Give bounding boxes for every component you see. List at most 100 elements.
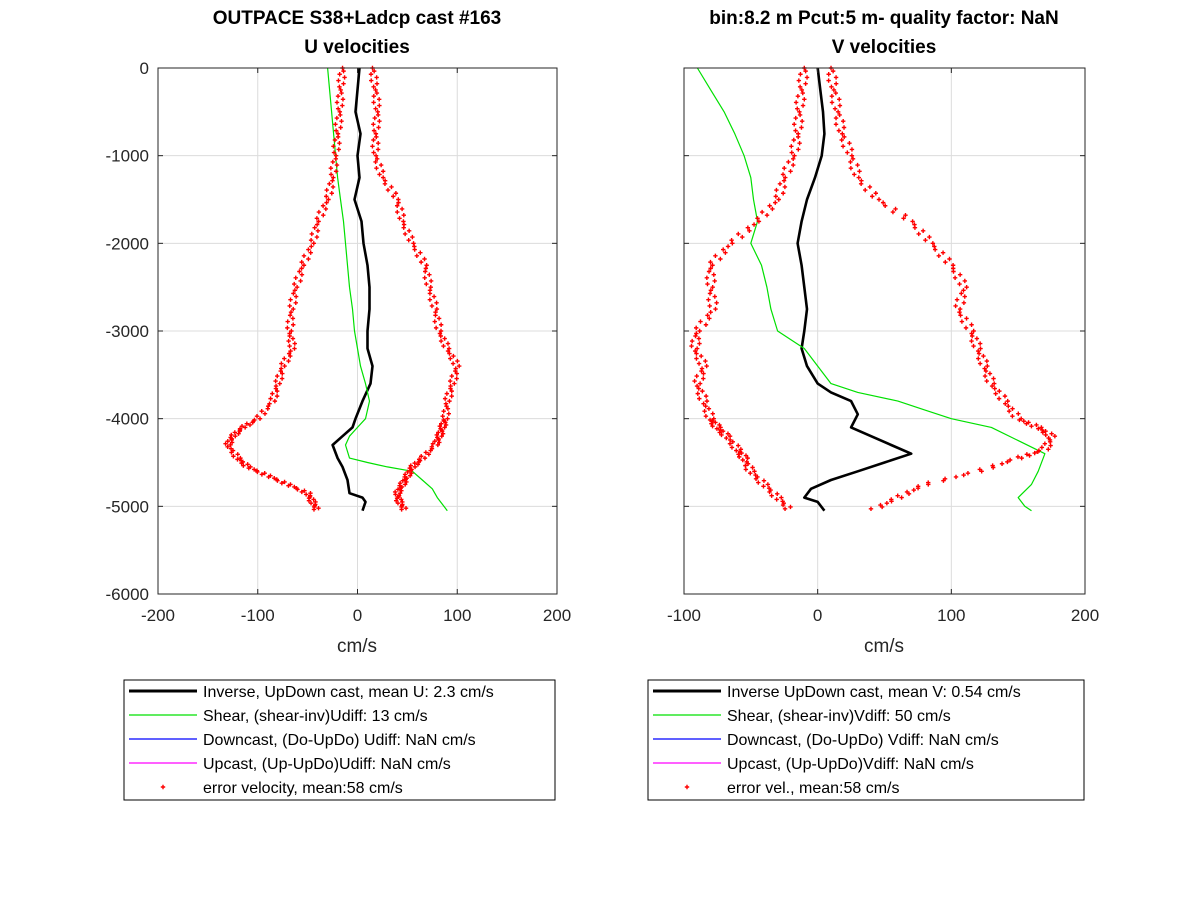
u-error-marker xyxy=(292,288,298,293)
v-legend: Inverse UpDown cast, mean V: 0.54 cm/s S… xyxy=(647,679,1085,801)
v-error-marker xyxy=(985,363,990,369)
v-error-marker xyxy=(867,184,873,190)
v-error-marker xyxy=(1007,457,1013,463)
v-error-marker xyxy=(989,383,995,389)
v-error-marker xyxy=(703,358,708,364)
v-error-marker xyxy=(947,256,952,262)
u-error-marker xyxy=(454,376,459,381)
v-legend-label-downcast: Downcast, (Do-UpDo) Vdiff: NaN cm/s xyxy=(727,732,999,749)
v-error-marker xyxy=(756,480,761,485)
v-error-marker xyxy=(837,103,843,108)
u-error-marker xyxy=(290,336,296,341)
v-error-marker xyxy=(903,212,908,218)
u-error-marker xyxy=(301,253,307,259)
u-error-marker xyxy=(301,263,307,268)
u-error-marker xyxy=(245,462,250,467)
u-error-marker xyxy=(335,134,341,140)
u-error-marker xyxy=(259,408,264,414)
v-error-marker xyxy=(1034,422,1039,428)
v-error-marker xyxy=(782,184,788,190)
v-error-marker xyxy=(740,234,745,240)
v-error-marker xyxy=(703,322,709,327)
v-error-marker xyxy=(870,194,875,199)
v-error-marker xyxy=(774,497,779,502)
u-error-marker xyxy=(391,194,396,199)
v-error-marker xyxy=(981,353,986,359)
v-error-marker xyxy=(689,343,694,349)
u-error-marker xyxy=(399,206,405,212)
v-error-marker xyxy=(743,453,749,458)
v-error-marker xyxy=(718,256,723,262)
u-error-marker xyxy=(326,197,331,202)
u-error-marker xyxy=(395,501,401,506)
u-error-marker xyxy=(428,284,433,290)
u-error-marker xyxy=(440,413,445,419)
v-error-marker xyxy=(700,388,705,394)
v-error-marker xyxy=(965,470,971,476)
u-legend-label-inverse: Inverse, UpDown cast, mean U: 2.3 cm/s xyxy=(203,684,494,701)
v-error-marker xyxy=(996,396,1002,401)
v-error-marker xyxy=(789,150,794,155)
v-error-marker xyxy=(976,351,982,356)
v-legend-label-upcast: Upcast, (Up-UpDo)Vdiff: NaN cm/s xyxy=(727,756,974,773)
u-error-marker xyxy=(337,140,342,146)
u-error-marker xyxy=(440,431,446,436)
v-error-marker xyxy=(961,472,966,478)
v-error-marker xyxy=(800,103,806,108)
u-error-marker xyxy=(422,256,427,262)
u-error-marker xyxy=(311,497,316,502)
u-error-marker xyxy=(456,363,462,369)
v-error-marker xyxy=(847,140,852,146)
v-error-marker xyxy=(781,178,787,183)
v-error-marker xyxy=(748,470,753,476)
v-error-marker xyxy=(727,437,733,443)
u-error-marker xyxy=(399,507,404,512)
u-error-marker xyxy=(371,122,376,127)
u-error-marker xyxy=(232,430,238,435)
v-error-marker xyxy=(743,467,749,472)
u-error-marker xyxy=(427,291,433,296)
u-error-marker xyxy=(406,228,412,234)
v-error-marker xyxy=(721,247,726,252)
v-error-marker xyxy=(829,84,834,89)
v-error-marker xyxy=(997,388,1002,394)
v-ticks: -100 0 100 200 xyxy=(667,67,1099,625)
v-error-marker xyxy=(736,231,741,237)
u-error-marker xyxy=(397,216,402,221)
v-error-marker xyxy=(1027,453,1032,458)
v-legend-label-inverse: Inverse UpDown cast, mean V: 0.54 cm/s xyxy=(727,684,1021,701)
v-error-marker xyxy=(694,346,700,351)
u-error-marker xyxy=(333,128,339,133)
v-error-marker xyxy=(940,250,946,255)
v-error-marker xyxy=(991,381,997,386)
v-error-marker xyxy=(697,381,703,386)
u-error-marker xyxy=(278,368,283,374)
u-error-marker xyxy=(327,181,332,187)
u-error-marker xyxy=(438,338,444,344)
u-error-marker xyxy=(270,391,275,396)
v-error-marker xyxy=(953,474,959,480)
v-error-marker xyxy=(990,465,996,470)
u-error-marker xyxy=(412,247,417,252)
u-error-marker xyxy=(334,115,340,121)
u-error-marker xyxy=(335,93,341,99)
v-error-marker xyxy=(776,197,781,202)
v-error-marker xyxy=(1032,450,1037,456)
u-error-marker xyxy=(445,416,450,421)
v-shear-line xyxy=(696,67,1046,512)
u-error-marker xyxy=(373,159,378,165)
u-error-marker xyxy=(437,423,442,429)
u-error-marker xyxy=(397,483,402,488)
v-error-marker xyxy=(767,203,772,208)
u-error-marker xyxy=(328,165,334,171)
v-error-marker xyxy=(893,206,898,212)
u-legend: Inverse, UpDown cast, mean U: 2.3 cm/s S… xyxy=(123,679,556,801)
u-error-marker xyxy=(274,393,280,399)
v-error-marker xyxy=(959,291,964,296)
v-error-marker xyxy=(694,356,699,361)
v-error-marker xyxy=(901,216,906,221)
u-error-marker xyxy=(385,187,391,193)
u-error-marker xyxy=(433,325,439,331)
u-error-marker xyxy=(286,483,291,488)
v-error-marker xyxy=(845,150,850,155)
